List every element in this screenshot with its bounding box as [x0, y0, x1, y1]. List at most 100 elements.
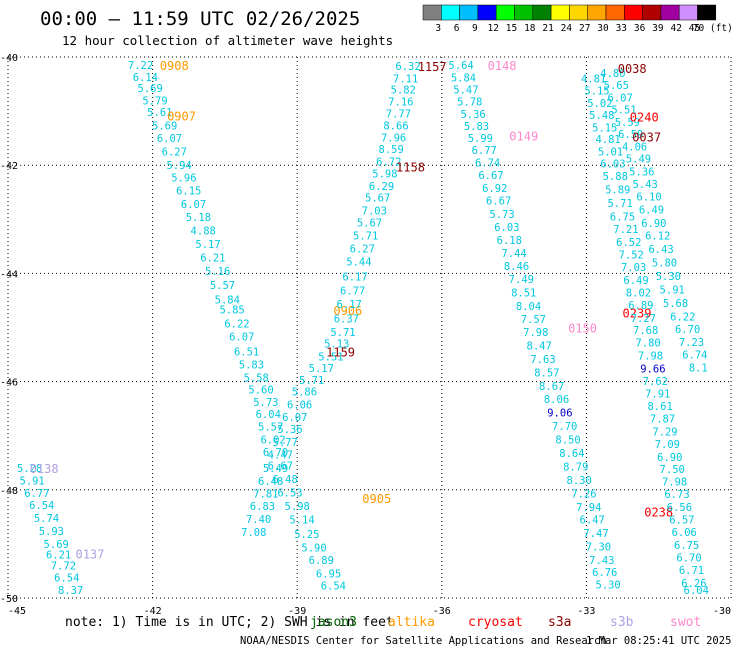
pass-time-label: 0905	[362, 492, 391, 506]
swh-value: 6.17	[342, 272, 367, 284]
colorbar-label: 6	[454, 23, 460, 34]
swh-value: 5.18	[186, 212, 211, 224]
swh-value: 7.11	[393, 74, 418, 86]
swh-value: 5.69	[152, 121, 177, 133]
swh-value: 8.61	[647, 401, 672, 413]
swh-value: 6.48	[258, 476, 283, 488]
swh-value: 8.30	[567, 475, 592, 487]
swh-value: 8.67	[539, 381, 564, 393]
swh-value: 5.30	[656, 271, 681, 283]
legend: jason3 altika cryosat s3a s3b swot	[310, 615, 701, 630]
swh-value: 6.18	[497, 235, 522, 247]
swh-value: 5.17	[309, 363, 334, 375]
swh-value: 5.28	[17, 463, 42, 475]
swh-value: 8.02	[626, 287, 651, 299]
colorbar-swatch	[459, 4, 479, 21]
swh-value: 6.48	[273, 474, 298, 486]
colorbar-label: 9	[472, 23, 478, 34]
swh-value: 8.47	[527, 340, 552, 352]
x-tick-label: -45	[8, 606, 26, 617]
swh-value: 7.98	[523, 327, 548, 339]
swh-value: 5.78	[457, 96, 482, 108]
chart-title: 00:00 — 11:59 UTC 02/26/2025	[40, 8, 360, 30]
colorbar-label: 3	[435, 23, 441, 34]
swh-value: 6.10	[636, 192, 661, 204]
colorbar-label: 18	[524, 23, 536, 34]
swh-value: 6.90	[641, 218, 666, 230]
swh-value: 5.79	[142, 95, 167, 107]
swh-value: 6.70	[263, 447, 288, 459]
credit-text: NOAA/NESDIS Center for Satellite Applica…	[240, 635, 607, 647]
swh-value: 5.51	[318, 352, 343, 364]
swh-value: 5.69	[138, 83, 163, 95]
swh-value: 6.29	[369, 181, 394, 193]
swh-value: 8.66	[383, 121, 408, 133]
swh-value: 5.80	[652, 258, 677, 270]
swh-value: 5.57	[210, 280, 235, 292]
swh-value: 5.69	[44, 539, 69, 551]
swh-value: 6.54	[54, 572, 79, 584]
colorbar-swatch	[477, 4, 497, 21]
colorbar-swatch	[495, 4, 515, 21]
swh-value: 8.79	[563, 462, 588, 474]
swh-value: 7.98	[638, 351, 663, 363]
swh-value: 5.51	[611, 104, 636, 116]
colorbar-swatch	[550, 4, 570, 21]
pass-time-label: 0038	[618, 62, 647, 76]
swh-value: 4.81	[595, 134, 620, 146]
swh-value: 8.1	[689, 363, 708, 375]
swh-value: 7.91	[645, 389, 670, 401]
swh-value: 8.59	[379, 144, 404, 156]
colorbar-swatch	[660, 4, 680, 21]
swh-value: 7.62	[643, 376, 668, 388]
swh-value: 6.27	[350, 244, 375, 256]
colorbar-swatch	[642, 4, 662, 21]
swh-value: 5.89	[605, 185, 630, 197]
swh-value: 6.95	[316, 569, 341, 581]
swh-value: 6.52	[616, 237, 641, 249]
swh-value: 4.06	[622, 141, 647, 153]
swh-value: 5.64	[448, 60, 473, 72]
colorbar-swatch	[514, 4, 534, 21]
swh-value: 7.21	[613, 224, 638, 236]
swh-value: 6.54	[321, 581, 346, 593]
colorbar-label: 45	[689, 23, 700, 34]
swh-value: 5.98	[372, 168, 397, 180]
swh-value: 7.23	[679, 337, 704, 349]
pass-time-label: 0138	[30, 462, 59, 476]
swh-value: 5.86	[292, 386, 317, 398]
swh-value: 6.71	[679, 565, 704, 577]
swh-value: 5.88	[603, 171, 628, 183]
track-s3a: 4.815.155.025.485.154.815.016.035.885.89…	[581, 62, 709, 597]
swh-value: 5.98	[285, 501, 310, 513]
track-cryosat: 4.805.656.075.515.596.594.065.495.365.43…	[600, 68, 707, 519]
swh-value: 6.54	[29, 500, 54, 512]
swh-value: 6.76	[592, 567, 617, 579]
grid	[7, 56, 732, 599]
swh-value: 8.57	[534, 367, 559, 379]
colorbar-swatch	[697, 4, 717, 21]
swh-value: 5.25	[294, 529, 319, 541]
swh-value: 8.06	[544, 394, 569, 406]
swh-value: 5.74	[34, 513, 59, 525]
swh-value: 7.77	[386, 108, 411, 120]
swh-value: 5.36	[277, 424, 302, 436]
swh-value: 5.85	[219, 305, 244, 317]
x-tick-label: -42	[144, 606, 162, 617]
swh-value: 6.89	[628, 300, 653, 312]
swh-value: 6.07	[607, 93, 632, 105]
swh-value: 6.32	[395, 61, 420, 73]
track-s3a: 6.327.115.827.167.778.667.968.596.725.98…	[241, 60, 446, 539]
swh-value: 7.43	[589, 555, 614, 567]
swh-value: 7.03	[621, 262, 646, 274]
colorbar-label: 33	[616, 23, 627, 34]
swh-value: 6.90	[657, 452, 682, 464]
swh-value: 6.77	[24, 488, 49, 500]
swh-value: 6.49	[639, 205, 664, 217]
swh-value: 6.22	[670, 312, 695, 324]
swh-value: 7.72	[51, 561, 76, 573]
swh-value: 5.96	[171, 173, 196, 185]
swh-value: 5.01	[598, 147, 623, 159]
swh-value: 7.57	[521, 314, 546, 326]
